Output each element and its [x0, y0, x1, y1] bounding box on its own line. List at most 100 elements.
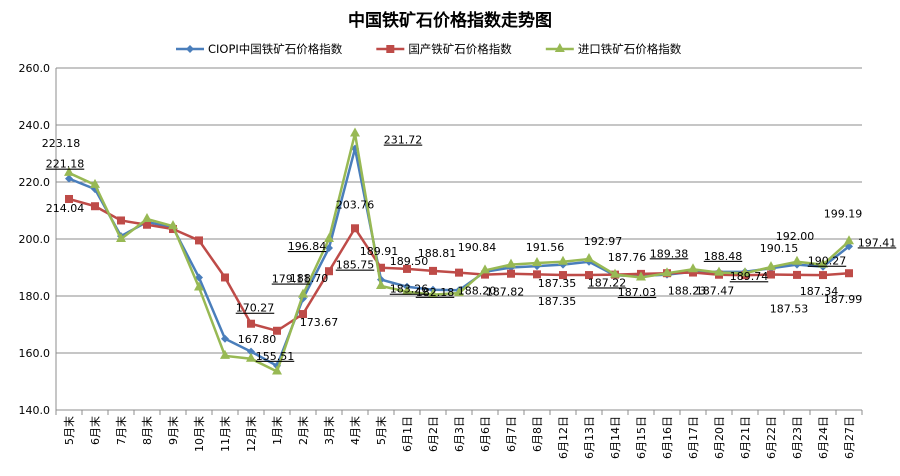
data-label: 188.81	[418, 247, 457, 260]
legend-marker	[554, 43, 565, 52]
x-tick-label: 6月16日	[661, 416, 674, 459]
data-point	[247, 347, 255, 356]
data-label: 199.19	[824, 207, 863, 220]
x-tick-label: 1月末	[270, 416, 284, 445]
legend-marker	[386, 45, 395, 53]
data-point	[299, 310, 307, 319]
data-point	[585, 271, 593, 280]
x-tick-label: 6月22日	[765, 416, 778, 459]
data-label: 182.18	[416, 286, 455, 299]
data-point	[767, 270, 775, 279]
x-tick-label: 6月2日	[427, 416, 440, 452]
data-point	[845, 269, 853, 278]
y-tick-label: 260.0	[19, 62, 51, 75]
data-point	[143, 220, 151, 229]
data-point	[351, 224, 359, 233]
data-point	[325, 267, 333, 276]
data-point	[377, 263, 385, 272]
data-point	[65, 174, 73, 183]
data-point	[273, 326, 281, 335]
data-label: 187.35	[538, 277, 577, 290]
x-tick-label: 9月末	[166, 416, 180, 445]
data-point	[481, 270, 489, 279]
data-point	[429, 266, 437, 275]
data-label: 187.35	[538, 295, 577, 308]
y-tick-label: 200.0	[19, 233, 51, 246]
data-label: 203.76	[336, 198, 375, 211]
x-tick-label: 6月21日	[739, 416, 752, 459]
data-point	[65, 194, 73, 203]
x-tick-label: 6月1日	[401, 416, 414, 452]
data-label: 187.22	[588, 276, 627, 289]
data-point	[455, 268, 463, 277]
data-point	[117, 216, 125, 225]
y-tick-label: 140.0	[19, 404, 51, 417]
chart-title: 中国铁矿石价格指数走势图	[348, 11, 552, 31]
x-tick-label: 6月7日	[505, 416, 518, 452]
data-label: 231.72	[384, 134, 423, 147]
data-label: 187.76	[608, 251, 647, 264]
data-label: 155.51	[256, 350, 295, 363]
data-point	[766, 261, 776, 271]
data-point	[819, 271, 827, 280]
x-tick-label: 11月末	[218, 416, 232, 452]
data-point	[688, 263, 698, 273]
data-label: 187.34	[800, 285, 839, 298]
data-point	[350, 127, 360, 137]
x-tick-label: 5月末	[374, 416, 388, 445]
data-point	[142, 213, 152, 223]
data-label: 197.41	[858, 236, 897, 249]
data-point	[793, 270, 801, 279]
data-point	[298, 288, 308, 298]
x-tick-label: 6月23日	[791, 416, 804, 459]
data-point	[454, 287, 464, 297]
x-tick-label: 6月13日	[583, 416, 596, 459]
data-point	[402, 285, 412, 295]
data-point	[64, 166, 74, 176]
data-label: 192.00	[776, 230, 815, 243]
data-label: 173.67	[300, 316, 339, 329]
x-tick-label: 6月6日	[479, 416, 492, 452]
data-point	[221, 334, 229, 343]
data-label: 188.20	[458, 285, 497, 298]
x-tick-label: 6月12日	[557, 416, 570, 459]
x-tick-label: 8月末	[140, 416, 154, 445]
x-tick-label: 12月末	[244, 416, 258, 452]
data-point	[195, 236, 203, 245]
data-point	[792, 255, 802, 265]
legend-label-0: CIOPI中国铁矿石价格指数	[208, 42, 343, 56]
data-point	[403, 264, 411, 273]
data-point	[168, 220, 178, 230]
data-label: 196.84	[288, 240, 327, 253]
data-label: 189.74	[730, 270, 769, 283]
data-point	[584, 253, 594, 263]
data-label: 189.38	[650, 247, 689, 260]
x-tick-label: 2月末	[296, 416, 310, 445]
legend-label-1: 国产铁矿石价格指数	[408, 42, 512, 56]
data-label: 191.56	[526, 241, 565, 254]
data-label: 192.97	[584, 235, 623, 248]
data-label: 185.75	[336, 259, 375, 272]
data-point	[559, 271, 567, 280]
data-point	[689, 268, 697, 277]
x-tick-label: 5月末	[62, 416, 76, 445]
data-label: 187.47	[696, 285, 735, 298]
x-tick-label: 6月15日	[635, 416, 648, 459]
x-tick-label: 10月末	[192, 416, 206, 452]
data-point	[636, 271, 646, 281]
data-label: 189.91	[360, 245, 399, 258]
data-label: 190.84	[458, 241, 497, 254]
data-label: 170.27	[236, 302, 275, 315]
x-tick-label: 3月末	[322, 416, 336, 445]
x-tick-label: 6月17日	[687, 416, 700, 459]
data-point	[533, 270, 541, 279]
data-label: 179.11	[272, 273, 311, 286]
x-tick-label: 6月24日	[817, 416, 830, 459]
data-label: 187.99	[824, 293, 863, 306]
data-point	[90, 178, 100, 188]
data-point	[428, 288, 438, 298]
data-point	[662, 267, 672, 277]
data-label: 223.18	[42, 137, 81, 150]
data-label: 187.53	[770, 303, 809, 316]
